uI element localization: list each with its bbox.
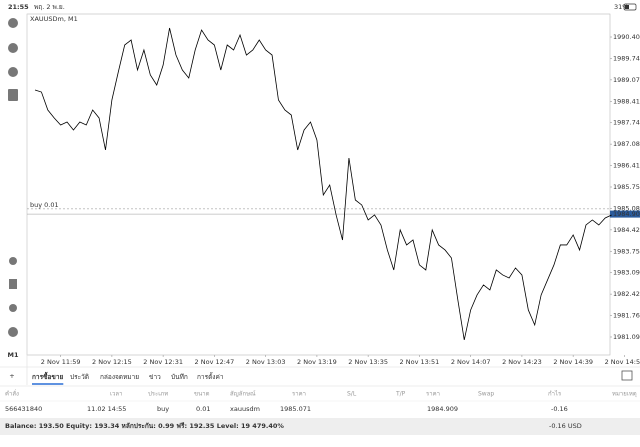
y-tick-label: 1987.080: [613, 140, 640, 148]
table-cell: 11.02 14:55: [87, 405, 126, 413]
y-tick-label: 1989.075: [613, 76, 640, 84]
y-tick-label: 1985.085: [613, 204, 640, 212]
y-tick-label: 1981.760: [613, 312, 640, 320]
tab[interactable]: ข่าว: [149, 373, 161, 381]
tab[interactable]: การตั้งค่า: [197, 372, 224, 381]
column-header: ราคา: [426, 391, 440, 398]
tab[interactable]: ประวัติ: [70, 373, 89, 381]
status-time: 21:55: [8, 3, 29, 11]
x-tick-label: 2 Nov 14:23: [502, 358, 542, 366]
y-tick-label: 1983.755: [613, 247, 640, 255]
tab[interactable]: การซื้อขาย: [32, 371, 63, 381]
total-profit: -0.16 USD: [549, 422, 582, 430]
y-tick-label: 1984.420: [613, 226, 640, 234]
y-tick-label: 1985.750: [613, 183, 640, 191]
tab[interactable]: บันทึก: [171, 373, 188, 381]
y-tick-label: 1990.405: [613, 33, 640, 41]
y-tick-label: 1989.740: [613, 54, 640, 62]
tool-icon[interactable]: [8, 67, 18, 77]
x-tick-label: 2 Nov 13:35: [348, 358, 388, 366]
table-cell: buy: [157, 405, 169, 413]
tool-icon[interactable]: [8, 18, 18, 28]
tool-icon[interactable]: [8, 327, 18, 337]
tool-icon[interactable]: [9, 257, 17, 265]
footer-bar: [0, 418, 640, 435]
tab[interactable]: กล่องจดหมาย: [100, 373, 139, 381]
column-header: สัญลักษณ์: [230, 390, 256, 398]
x-tick-label: 2 Nov 12:31: [143, 358, 183, 366]
table-cell: 0.01: [196, 405, 210, 413]
x-tick-label: 2 Nov 13:19: [297, 358, 337, 366]
y-tick-label: 1983.090: [613, 269, 640, 277]
position-label: buy 0.01: [30, 201, 59, 209]
bid-tag: [610, 210, 640, 218]
bid-label: 1984.909: [613, 210, 640, 218]
status-battery: 31%: [614, 3, 628, 11]
chart-symbol: XAUUSDm, M1: [30, 15, 78, 23]
x-tick-label: 2 Nov 13:51: [400, 358, 440, 366]
y-tick-label: 1988.410: [613, 97, 640, 105]
status-date: พฤ. 2 พ.ย.: [34, 3, 65, 11]
table-cell: 1984.909: [427, 405, 458, 413]
battery-icon: [623, 3, 637, 11]
price-line: [34, 27, 612, 341]
table-cell: xauusdm: [230, 405, 260, 413]
toolbar-icons: [8, 18, 18, 337]
y-tick-label: 1982.425: [613, 290, 640, 298]
column-header: S/L: [347, 391, 357, 398]
x-tick-label: 2 Nov 14:55: [605, 358, 640, 366]
x-tick-label: 2 Nov 11:59: [41, 358, 81, 366]
tool-icon[interactable]: [9, 304, 17, 312]
x-tick-label: 2 Nov 14:07: [451, 358, 491, 366]
column-header: ประเภท: [148, 391, 168, 398]
timeframe[interactable]: M1: [8, 351, 19, 359]
battery-level: [625, 5, 629, 9]
column-header: ราคา: [292, 391, 306, 398]
y-tick-label: 1981.095: [613, 333, 640, 341]
x-tick-label: 2 Nov 13:03: [246, 358, 286, 366]
column-header: Swap: [478, 391, 494, 398]
table-cell: 566431840: [5, 405, 42, 413]
column-header: ขนาด: [194, 391, 210, 398]
chart-frame: [26, 13, 611, 356]
add-button[interactable]: +: [9, 372, 14, 380]
table-cell: -0.16: [551, 405, 568, 413]
x-tick-label: 2 Nov 14:39: [553, 358, 593, 366]
y-tick-label: 1987.745: [613, 119, 640, 127]
tool-icon[interactable]: [9, 279, 17, 289]
column-header: เวลา: [110, 391, 122, 398]
column-header: T/P: [395, 391, 406, 398]
y-tick-label: 1986.415: [613, 162, 640, 170]
x-tick-label: 2 Nov 12:15: [92, 358, 132, 366]
x-tick-label: 2 Nov 12:47: [195, 358, 235, 366]
column-header: คำสั่ง: [5, 390, 19, 398]
column-header: กำไร: [548, 390, 562, 398]
column-header: หมายเหตุ: [612, 391, 637, 398]
tool-icon[interactable]: [8, 43, 18, 53]
layout-icon[interactable]: [621, 370, 633, 381]
tool-icon[interactable]: [8, 89, 18, 101]
account-summary: Balance: 193.50 Equity: 193.34 หลักประกั…: [5, 422, 284, 430]
table-cell: 1985.071: [280, 405, 311, 413]
